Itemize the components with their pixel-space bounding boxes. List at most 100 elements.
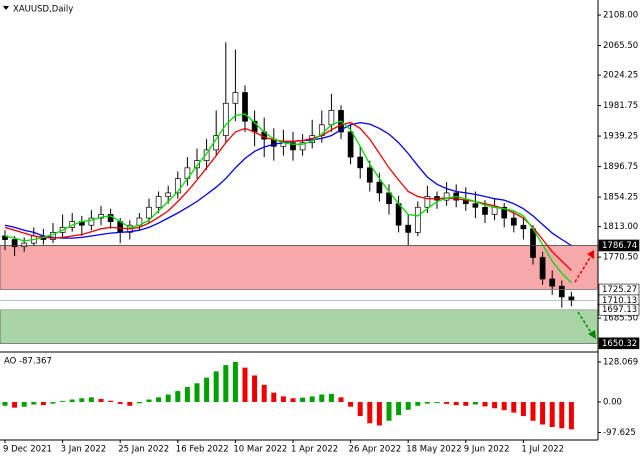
price-label: 1786.74: [602, 241, 637, 251]
ao-bar: [453, 402, 459, 406]
ao-bar: [146, 399, 152, 403]
price-label-box: [598, 337, 640, 350]
candle-body: [424, 196, 431, 208]
ao-bar: [204, 377, 210, 403]
ao-bar: [127, 402, 133, 406]
ao-bar: [472, 402, 478, 405]
y-tick-label: 2065.50: [603, 41, 638, 51]
x-tick-label: 25 Jan 2022: [118, 445, 169, 455]
price-label: 1710.13: [602, 296, 637, 306]
ao-bar: [463, 402, 469, 406]
ao-bar: [396, 402, 402, 416]
ao-bar: [386, 402, 392, 421]
menu-icon[interactable]: [3, 6, 9, 10]
zones: [0, 245, 599, 344]
ao-bar: [261, 384, 267, 403]
chart-title: XAUUSD,Daily: [13, 5, 73, 15]
ao-bar: [501, 402, 507, 411]
ao-tick-label: 128.069: [603, 358, 638, 368]
ao-bar: [482, 402, 488, 407]
ao-bar: [415, 402, 421, 406]
candle-body: [366, 167, 373, 183]
arrow-head: [588, 330, 596, 339]
price-label-box: [598, 303, 640, 316]
candle-body: [11, 239, 18, 248]
ao-bar: [434, 402, 440, 403]
ao-bar: [424, 402, 430, 404]
ao-bar: [328, 393, 334, 403]
ao-tick-label: -97.625: [603, 428, 636, 438]
ao-bar: [69, 399, 75, 403]
candle-body: [2, 235, 8, 240]
candle-body: [558, 285, 565, 298]
ao-bar: [338, 397, 344, 403]
ao-bar: [492, 402, 498, 409]
ao-bar: [319, 394, 325, 403]
x-tick-label: 1 Jul 2022: [521, 445, 564, 455]
price-label: 1725.27: [602, 285, 637, 295]
candle-body: [405, 224, 412, 233]
candle-body: [549, 278, 556, 287]
candle-body: [203, 149, 210, 162]
y-tick-label: 1813.00: [603, 222, 638, 232]
zone: [0, 309, 599, 344]
ao-tick-label: 0.00: [603, 398, 622, 408]
ao-bar: [540, 402, 546, 425]
y-tick-label: 1896.75: [603, 162, 638, 172]
ao-bar: [280, 396, 286, 403]
y-tick-label: 2024.25: [603, 71, 638, 81]
candle-body: [242, 92, 248, 122]
candle-body: [501, 206, 508, 219]
zone: [0, 245, 599, 290]
ao-panel: [2, 362, 574, 430]
ao-bar: [376, 402, 382, 426]
ao-bar: [156, 397, 162, 403]
candle-body: [376, 181, 383, 194]
ao-bar: [79, 398, 85, 403]
price-panel: [2, 42, 575, 308]
x-tick-label: 3 Jan 2022: [61, 445, 107, 455]
candle-body: [482, 206, 488, 215]
x-tick-label: 9 Dec 2021: [3, 445, 52, 455]
candle-body: [328, 110, 335, 126]
ao-bar: [559, 402, 565, 429]
ao-bar: [98, 398, 104, 403]
price-label-box: [598, 239, 640, 252]
ao-bar: [184, 387, 190, 403]
x-tick-label: 1 Apr 2022: [291, 445, 338, 455]
ao-bar: [223, 365, 229, 403]
ao-bar: [12, 402, 18, 408]
ao-bar: [252, 375, 258, 403]
arrow-head: [587, 250, 594, 259]
candle-body: [222, 102, 229, 136]
candle-body: [357, 156, 364, 169]
y-tick-label: 1685.50: [603, 314, 638, 324]
price-label: 1697.13: [602, 305, 637, 315]
candle-body: [165, 192, 172, 197]
candle-body: [347, 131, 354, 158]
ao-bar: [108, 400, 114, 403]
y-tick-label: 1854.25: [603, 193, 638, 203]
ao-bar: [520, 402, 526, 417]
ao-bar: [367, 402, 373, 424]
candle-body: [146, 206, 152, 219]
ao-bar: [40, 402, 46, 406]
ao-bar: [444, 402, 450, 404]
candle-body: [21, 242, 28, 248]
ao-bar: [530, 402, 536, 421]
candle-body: [194, 160, 200, 169]
ao-bar: [175, 391, 181, 403]
ao-bar: [271, 392, 277, 403]
y-tick-label: 1939.25: [603, 132, 638, 142]
ao-bar: [405, 402, 411, 410]
ao-bar: [60, 401, 66, 403]
ao-bar: [549, 402, 555, 428]
candle-body: [443, 192, 450, 201]
x-tick-label: 18 May 2022: [406, 445, 461, 455]
candle-body: [155, 196, 162, 208]
candle-body: [414, 206, 421, 233]
candle-body: [88, 217, 95, 226]
